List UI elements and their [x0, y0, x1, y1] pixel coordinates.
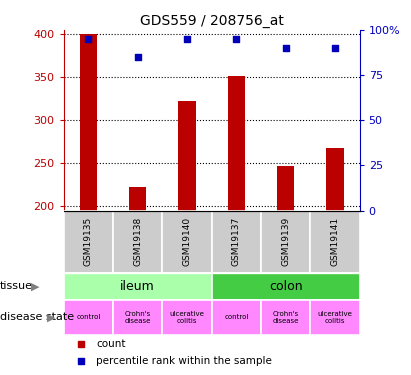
Bar [261, 211, 310, 273]
Bar [212, 211, 261, 273]
Text: GSM19140: GSM19140 [182, 217, 192, 266]
Text: ulcerative
colitis: ulcerative colitis [170, 311, 204, 324]
Point [282, 45, 289, 51]
Text: disease state: disease state [0, 312, 74, 322]
Text: GSM19137: GSM19137 [232, 217, 241, 266]
Bar [113, 300, 162, 335]
Text: ▶: ▶ [47, 312, 56, 322]
Bar [277, 166, 294, 211]
Point [233, 36, 240, 42]
Bar [326, 148, 344, 211]
Bar [80, 34, 97, 211]
Bar [212, 300, 261, 335]
Text: Crohn's
disease: Crohn's disease [125, 311, 151, 324]
Text: control: control [224, 314, 249, 320]
Text: percentile rank within the sample: percentile rank within the sample [96, 356, 272, 366]
Text: colon: colon [269, 280, 302, 293]
Point [85, 36, 92, 42]
Point [370, 134, 376, 140]
Text: ▶: ▶ [31, 281, 39, 291]
Bar [64, 273, 212, 300]
Text: control: control [76, 314, 101, 320]
Bar [261, 300, 310, 335]
Text: GSM19141: GSM19141 [330, 217, 339, 266]
Title: GDS559 / 208756_at: GDS559 / 208756_at [140, 13, 284, 28]
Text: ileum: ileum [120, 280, 155, 293]
Bar [64, 300, 113, 335]
Point [184, 36, 190, 42]
Text: GSM19138: GSM19138 [133, 217, 142, 266]
Text: ulcerative
colitis: ulcerative colitis [318, 311, 352, 324]
Bar [129, 188, 146, 211]
Bar [113, 211, 162, 273]
Bar [310, 211, 360, 273]
Bar [310, 300, 360, 335]
Bar [212, 273, 360, 300]
Point [332, 45, 338, 51]
Text: count: count [96, 339, 126, 349]
Bar [178, 100, 196, 211]
Text: tissue: tissue [0, 281, 33, 291]
Point [370, 289, 376, 295]
Text: Crohn's
disease: Crohn's disease [272, 311, 299, 324]
Bar [228, 76, 245, 211]
Bar [162, 300, 212, 335]
Bar [162, 211, 212, 273]
Bar [64, 211, 113, 273]
Text: GSM19139: GSM19139 [281, 217, 290, 266]
Text: GSM19135: GSM19135 [84, 217, 93, 266]
Point [134, 54, 141, 60]
